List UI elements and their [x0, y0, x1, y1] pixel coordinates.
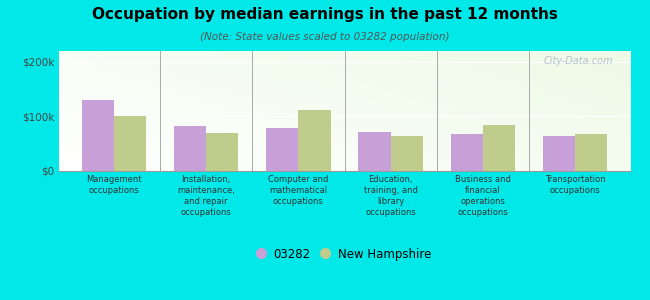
- Bar: [391, 136, 423, 171]
- Bar: [543, 136, 575, 171]
- Text: City-Data.com: City-Data.com: [543, 56, 614, 66]
- Bar: [358, 132, 391, 171]
- Bar: [266, 128, 298, 171]
- Bar: [81, 100, 114, 171]
- Bar: [206, 133, 239, 171]
- Bar: [450, 134, 483, 171]
- Bar: [174, 126, 206, 171]
- Bar: [114, 116, 146, 171]
- Text: Occupation by median earnings in the past 12 months: Occupation by median earnings in the pas…: [92, 8, 558, 22]
- Bar: [483, 124, 515, 171]
- Bar: [298, 110, 331, 171]
- Legend: 03282, New Hampshire: 03282, New Hampshire: [258, 248, 431, 261]
- Text: (Note: State values scaled to 03282 population): (Note: State values scaled to 03282 popu…: [200, 32, 450, 41]
- Bar: [575, 134, 608, 171]
